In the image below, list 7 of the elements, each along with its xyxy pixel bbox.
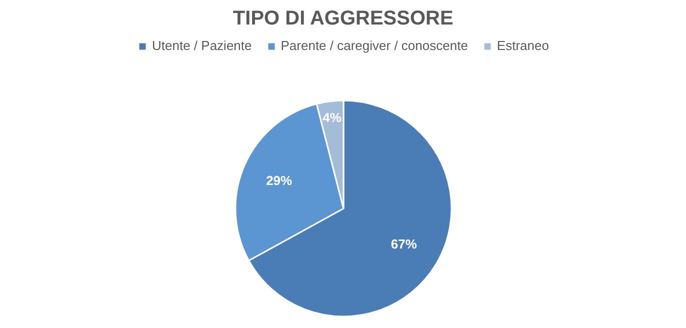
legend-label: Utente / Paziente (152, 38, 252, 53)
legend-label: Parente / caregiver / conoscente (280, 38, 468, 53)
legend-label: Estraneo (496, 38, 549, 53)
data-label: 29% (266, 173, 293, 188)
data-label: 4% (322, 110, 342, 125)
chart-title: TIPO DI AGGRESSORE (232, 8, 454, 30)
data-label: 67% (390, 236, 418, 252)
